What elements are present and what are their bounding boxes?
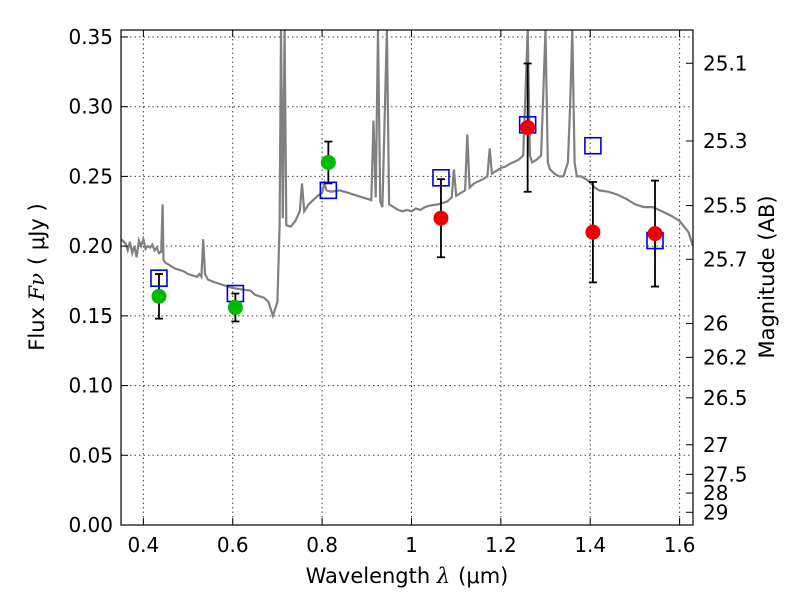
optical-point <box>320 154 336 170</box>
y-axis-title-prefix: Flux <box>25 300 49 350</box>
data-markers <box>150 116 664 315</box>
x-tick-label: 1.2 <box>485 533 517 557</box>
right-axis-title: Magnitude (AB) <box>755 195 779 358</box>
mag-tick-label: 27 <box>703 433 728 457</box>
grid-lines <box>121 30 693 526</box>
model-photometry-square <box>319 181 338 200</box>
x-axis-title-symbol: λ <box>436 564 450 588</box>
mag-tick-label: 25.7 <box>703 247 748 271</box>
y-axis-title-symbol: Fν <box>25 273 49 302</box>
x-tick-label: 0.8 <box>306 533 338 557</box>
x-tick-label: 1.4 <box>574 533 606 557</box>
infrared-point <box>647 226 663 242</box>
x-axis-title: Wavelength λ (μm) <box>306 564 509 588</box>
infrared-point <box>585 224 601 240</box>
infrared-point <box>433 210 449 226</box>
x-axis-title-unit: (μm) <box>458 564 508 588</box>
model-photometry-square <box>584 136 602 155</box>
plot-frame <box>120 29 694 526</box>
x-tick-label: 1 <box>405 533 418 557</box>
mag-tick-label: 25.3 <box>703 129 748 153</box>
x-tick-label: 0.4 <box>127 533 159 557</box>
model-spectrum-line <box>121 30 693 320</box>
error-bars <box>154 62 660 323</box>
y-tick-label: 0.20 <box>68 234 113 258</box>
mag-tick-label: 26.5 <box>703 386 748 410</box>
x-tick-label: 1.6 <box>664 533 696 557</box>
y-tick-label: 0.10 <box>68 374 113 398</box>
mag-tick-label: 29 <box>703 500 728 524</box>
mag-tick-label: 25.1 <box>703 51 748 75</box>
x-tick-label: 0.6 <box>217 533 249 557</box>
mag-tick-label: 26 <box>703 311 728 335</box>
infrared-point <box>520 120 536 136</box>
tick-labels: 0.4 0.6 0.8 1 1.2 1.4 1.6 0.00 0.05 0.10 0.15 0.20 0… <box>68 25 747 557</box>
mag-tick-label: 27.5 <box>703 462 748 486</box>
y-tick-label: 0.05 <box>68 443 113 467</box>
y-axis-title-unit: ( μJy ) <box>25 203 49 265</box>
y-tick-label: 0.35 <box>68 25 113 49</box>
y-tick-label: 0.00 <box>68 513 113 537</box>
mag-tick-label: 25.5 <box>703 194 748 218</box>
plot-area <box>121 30 693 323</box>
y-tick-label: 0.15 <box>68 304 113 328</box>
model-photometry-square <box>150 269 168 287</box>
optical-point <box>151 288 167 304</box>
y-tick-label: 0.30 <box>68 95 113 119</box>
optical-point <box>227 299 243 315</box>
mag-tick-label: 26.2 <box>703 345 748 369</box>
axis-ticks <box>121 30 693 526</box>
mag-tick-label: 28 <box>703 481 728 505</box>
model-photometry-square <box>432 169 450 187</box>
x-axis-title-prefix: Wavelength <box>306 564 437 588</box>
y-axis-title: Flux Fν ( μJy ) <box>25 203 49 350</box>
y-tick-label: 0.25 <box>68 164 113 188</box>
